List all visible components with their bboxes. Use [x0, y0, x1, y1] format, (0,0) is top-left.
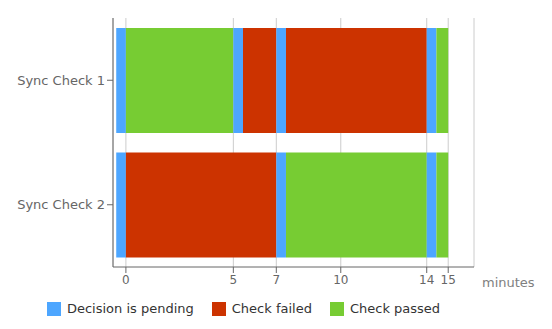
svg-text:minutes: minutes — [482, 275, 535, 290]
svg-text:Sync Check 1: Sync Check 1 — [17, 73, 105, 88]
html-text:Check failed: Check failed — [231, 301, 312, 316]
svg-text:7: 7 — [272, 273, 280, 287]
svg-text:10: 10 — [333, 273, 348, 287]
svg-text:0: 0 — [122, 273, 130, 287]
svg-text:5: 5 — [230, 273, 238, 287]
svg-text:Sync Check 2: Sync Check 2 — [17, 197, 105, 212]
svg-text:14: 14 — [419, 273, 434, 287]
html-text:Decision is pending: Decision is pending — [66, 301, 194, 316]
html-text:Check passed: Check passed — [349, 301, 441, 316]
svg-text:15: 15 — [441, 273, 456, 287]
